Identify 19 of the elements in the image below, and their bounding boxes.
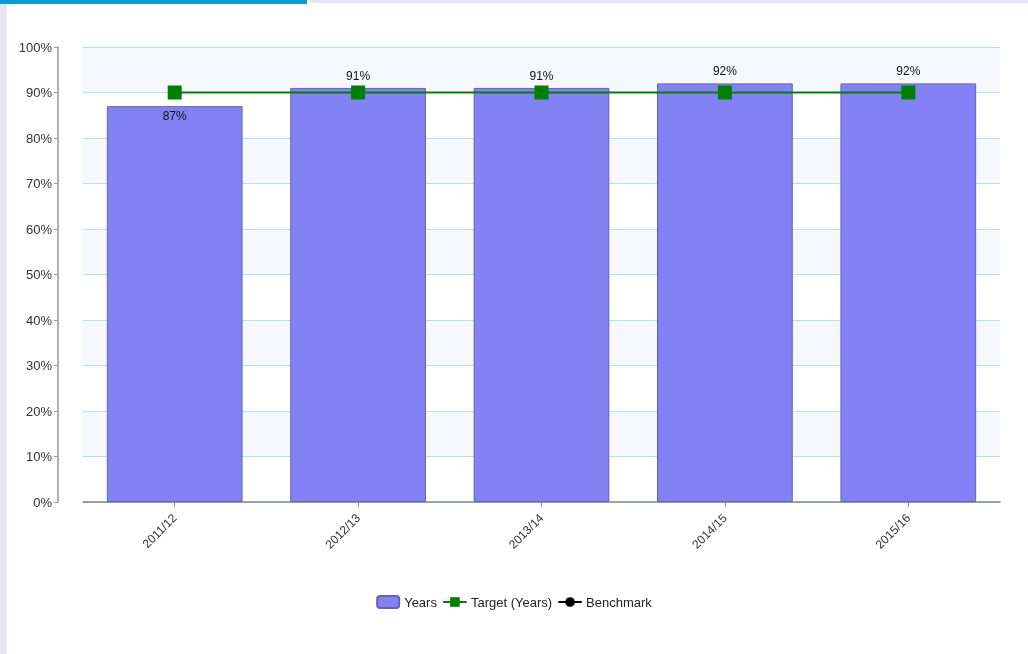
y-tick-label: 50%	[25, 267, 53, 282]
legend-label: Years	[404, 594, 438, 610]
data-label: 92%	[712, 64, 738, 79]
data-label: 91%	[529, 68, 554, 83]
legend-label: Target (Years)	[470, 594, 553, 610]
y-tick-label: 60%	[25, 221, 53, 237]
y-tick-label: 100%	[18, 39, 53, 55]
y-tick-label: 10%	[25, 449, 53, 464]
y-tick-label: 90%	[25, 85, 53, 100]
y-tick-label: 30%	[25, 358, 53, 373]
y-tick-label: 20%	[25, 403, 53, 419]
y-tick-label: 80%	[25, 130, 53, 146]
y-tick-label: 70%	[25, 176, 53, 191]
legend-label: Benchmark	[586, 594, 653, 610]
data-label: 92%	[896, 64, 921, 79]
y-tick-label: 0%	[33, 494, 53, 510]
data-label: 91%	[346, 68, 371, 83]
y-tick-label: 40%	[25, 312, 53, 328]
data-label: 87%	[162, 109, 188, 124]
